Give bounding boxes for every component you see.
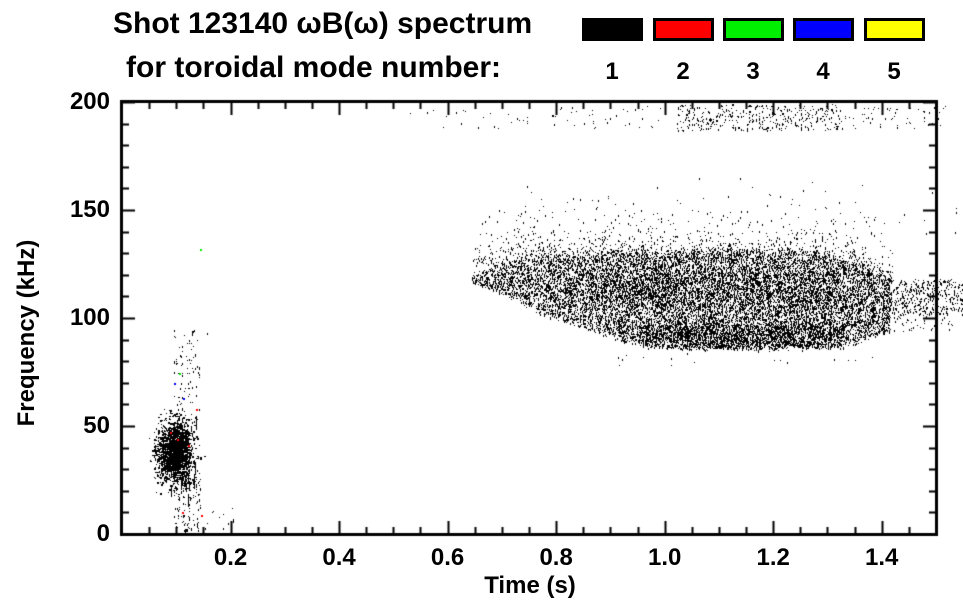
legend-swatch-mode-5 — [864, 18, 925, 41]
legend-swatch-mode-3 — [723, 18, 784, 41]
y-tick-label-100: 100 — [69, 304, 110, 331]
x-tick-label-1.0: 1.0 — [647, 544, 682, 571]
chart-subtitle: for toroidal mode number: — [126, 51, 501, 84]
y-tick-label-200: 200 — [69, 88, 110, 115]
legend-swatch-mode-2 — [653, 18, 714, 41]
y-axis-label: Frequency (kHz) — [13, 239, 40, 427]
y-tick-label-150: 150 — [69, 196, 110, 223]
legend-swatch-mode-1 — [582, 18, 643, 41]
y-tick-label-50: 50 — [83, 412, 110, 439]
x-tick-label-0.4: 0.4 — [322, 544, 356, 571]
x-axis-label: Time (s) — [484, 572, 576, 599]
legend-label-mode-1: 1 — [605, 58, 619, 85]
legend-label-mode-2: 2 — [676, 58, 690, 85]
legend-swatch-mode-4 — [793, 18, 854, 41]
y-tick-label-0: 0 — [96, 520, 110, 547]
x-tick-label-1.2: 1.2 — [756, 544, 790, 571]
x-tick-label-1.4: 1.4 — [865, 544, 899, 571]
legend-label-mode-3: 3 — [746, 58, 760, 85]
legend-label-mode-4: 4 — [816, 58, 830, 85]
x-tick-label-0.6: 0.6 — [430, 544, 465, 571]
x-tick-label-0.2: 0.2 — [213, 544, 248, 571]
legend-label-mode-5: 5 — [887, 58, 901, 85]
chart-title: Shot 123140 ωB(ω) spectrum — [113, 7, 533, 40]
x-tick-label-0.8: 0.8 — [539, 544, 573, 571]
